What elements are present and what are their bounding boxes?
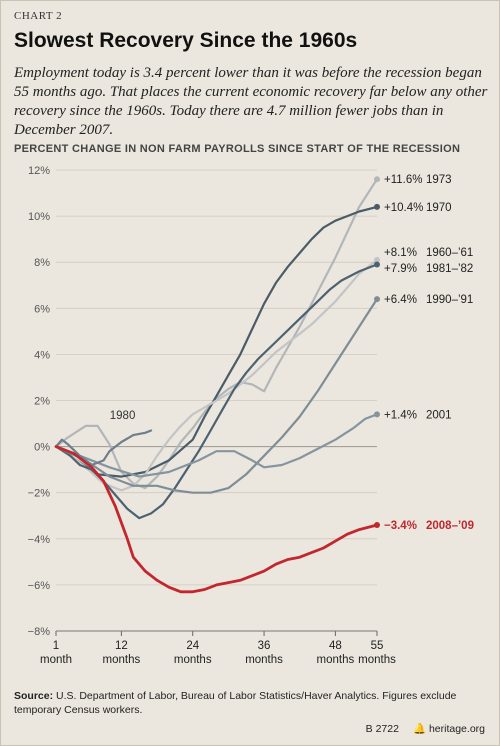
chart-title: PERCENT CHANGE IN NON FARM PAYROLLS SINC… <box>14 143 461 155</box>
y-tick-label: −4% <box>28 534 51 546</box>
source-text: U.S. Department of Labor, Bureau of Labo… <box>14 690 457 716</box>
source-note: Source: U.S. Department of Labor, Bureau… <box>14 689 494 717</box>
x-tick-label: months <box>245 654 283 666</box>
footer: B 2722 🔔 heritage.org <box>366 722 485 735</box>
y-tick-label: 12% <box>28 165 50 177</box>
series-name-label: 2001 <box>426 409 452 421</box>
series-end-value: +1.4% <box>384 409 417 421</box>
y-tick-label: 8% <box>34 257 50 269</box>
series-name-label: 1980 <box>110 410 136 422</box>
y-tick-label: −6% <box>28 580 51 592</box>
series-end-value: −3.4% <box>384 520 417 532</box>
series-end-marker <box>374 296 380 303</box>
y-tick-label: 4% <box>34 349 50 361</box>
y-tick-label: 0% <box>34 442 50 454</box>
series-line <box>54 258 379 492</box>
source-label: Source: <box>14 690 54 702</box>
series-end-marker <box>374 521 380 528</box>
page-title: Slowest Recovery Since the 1960s <box>14 29 358 52</box>
y-tick-label: 6% <box>34 303 50 315</box>
y-tick-label: 10% <box>28 211 50 223</box>
series-line <box>54 298 379 494</box>
heritage-bell-icon: 🔔 <box>412 723 427 735</box>
line-chart: 12% 10% 8% 6% 4% 2% 0% −2% −4% −6% −8%1 month 12 mont… <box>28 165 474 666</box>
x-tick-label: 12 <box>115 640 128 652</box>
series-end-marker <box>374 256 380 263</box>
x-tick-label: months <box>103 654 141 666</box>
y-tick-label: −2% <box>28 488 51 500</box>
series-line <box>54 429 153 467</box>
series-name-label: 1970 <box>426 202 452 214</box>
series-line <box>54 413 379 478</box>
x-tick-label: months <box>174 654 212 666</box>
x-tick-label: months <box>317 654 355 666</box>
y-tick-label: 2% <box>34 396 50 408</box>
series-name-label: 1990–’91 <box>426 294 473 306</box>
series-end-value: +11.6% <box>384 174 422 186</box>
chart-number: CHART 2 <box>14 10 63 22</box>
series-end-value: +10.4% <box>384 202 423 214</box>
x-tick-label: 24 <box>186 640 199 652</box>
x-tick-label: months <box>358 654 396 666</box>
series-name-label: 1981–’82 <box>426 263 473 275</box>
series-end-marker <box>374 203 380 210</box>
x-tick-label: 1 <box>53 640 59 652</box>
series-end-marker <box>374 176 380 183</box>
series-line <box>54 263 379 520</box>
series-end-value: +8.1% <box>384 247 417 259</box>
x-tick-label: 36 <box>258 640 271 652</box>
series-line <box>54 445 379 594</box>
series-end-value: +6.4% <box>384 294 417 306</box>
chart-subtitle: Employment today is 3.4 percent lower th… <box>14 65 488 138</box>
x-tick-label: month <box>40 654 72 666</box>
series-name-label: 1973 <box>426 174 452 186</box>
series-name-label: 2008–’09 <box>426 520 474 532</box>
series-end-value: +7.9% <box>384 263 417 275</box>
y-tick-label: −8% <box>28 626 51 638</box>
report-id: B 2722 <box>365 723 399 735</box>
site-label: heritage.org <box>428 723 485 735</box>
series-line <box>54 178 379 490</box>
series-end-marker <box>374 261 380 268</box>
x-tick-label: 55 <box>371 640 384 652</box>
x-tick-label: 48 <box>329 640 342 652</box>
series-name-label: 1960–’61 <box>426 247 473 259</box>
series-end-marker <box>374 411 380 418</box>
